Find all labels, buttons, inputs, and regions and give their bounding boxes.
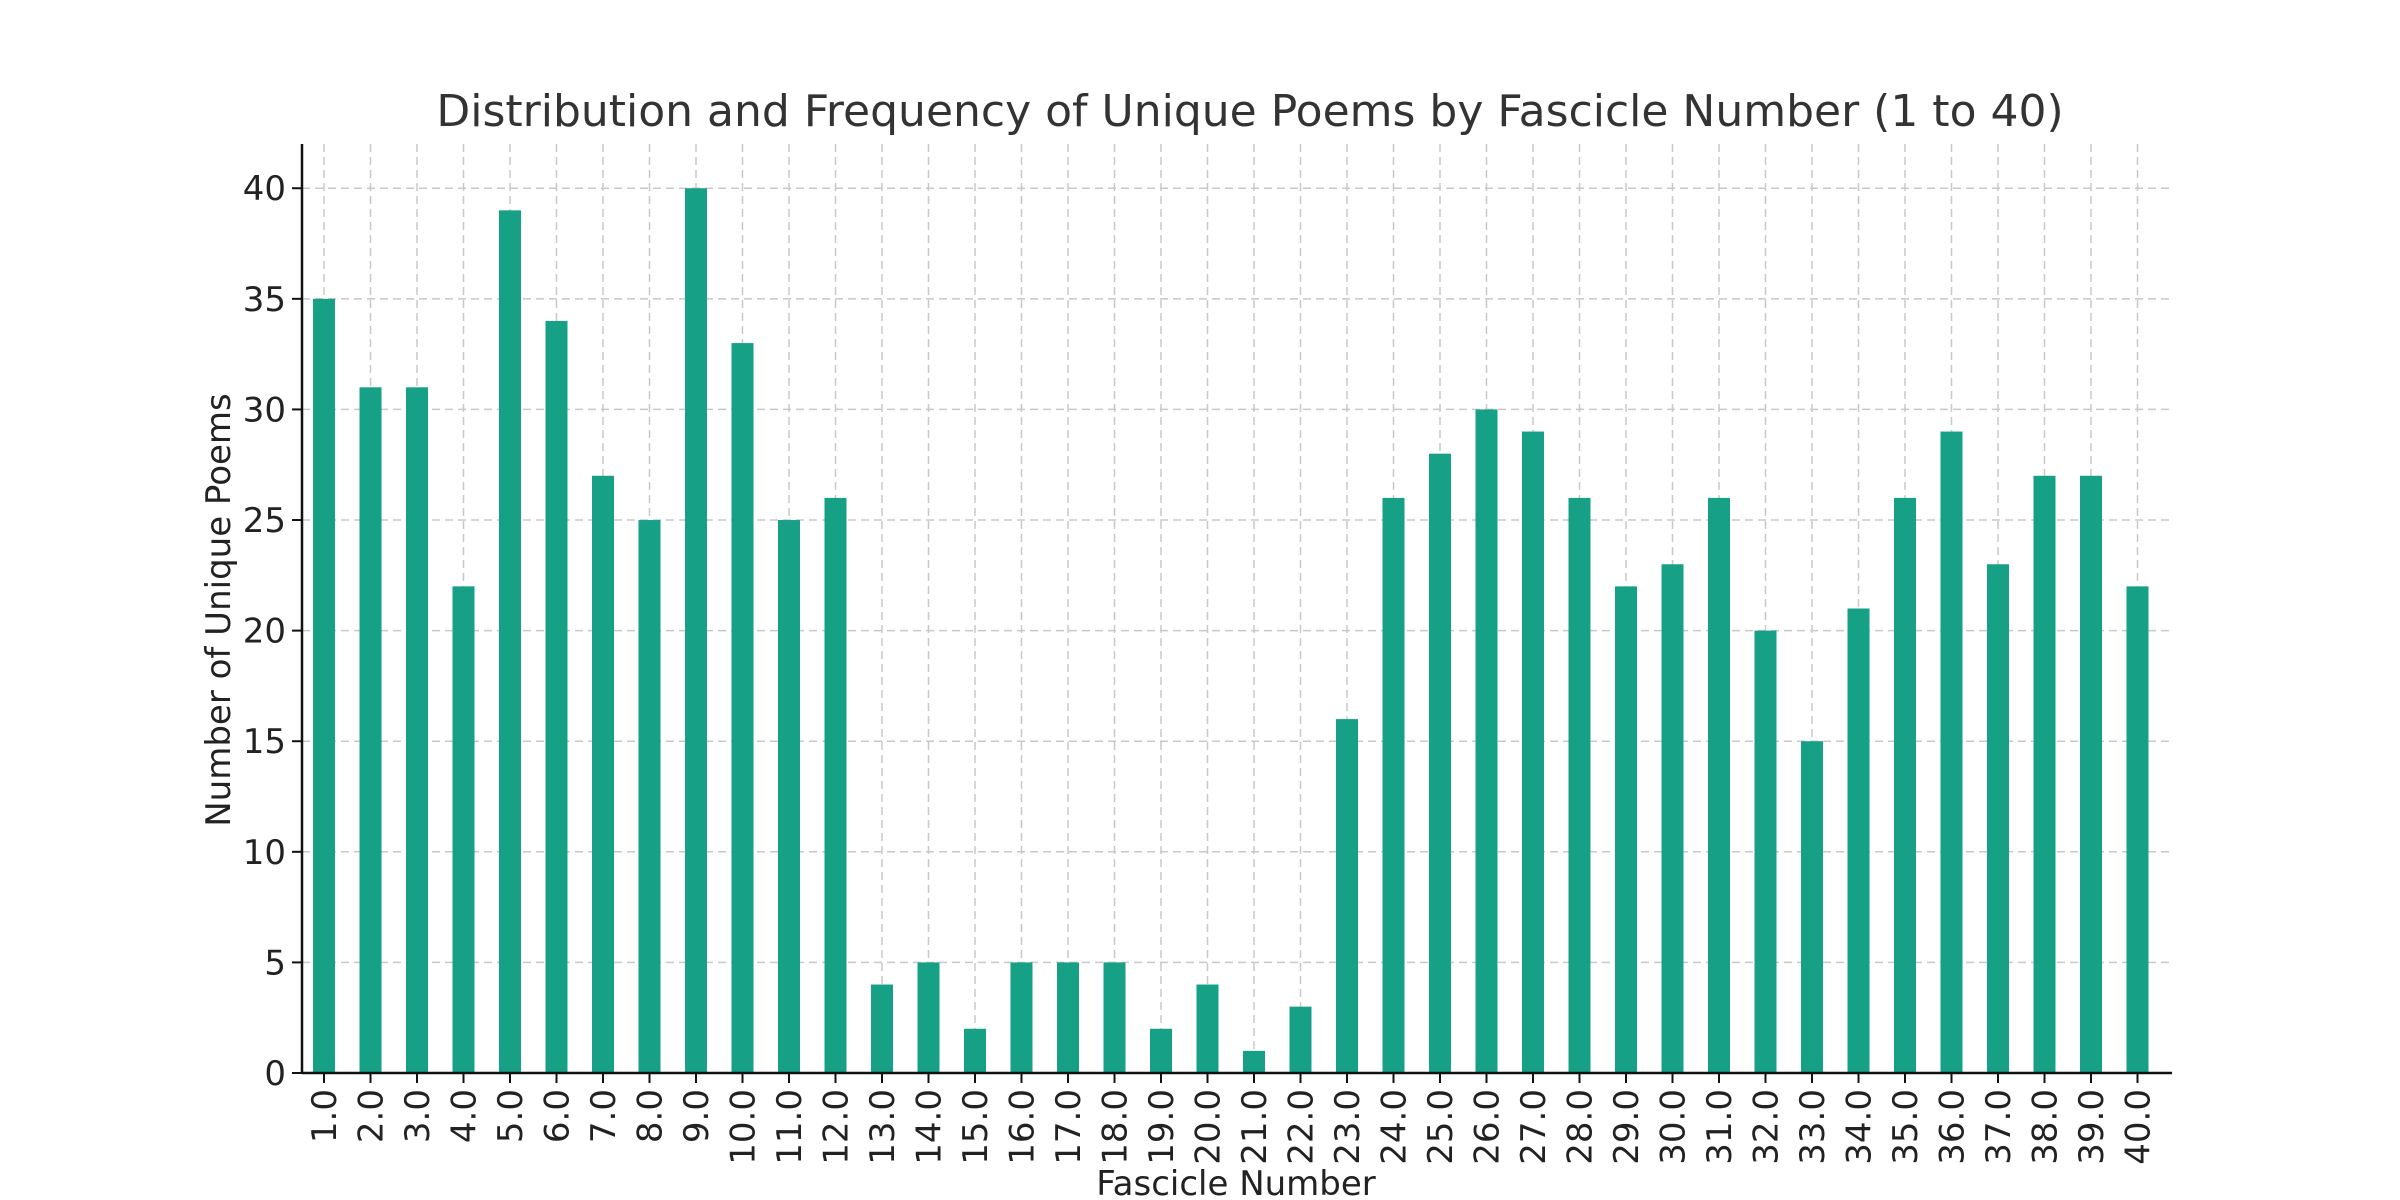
bar-fascicle-20.0 [1196, 984, 1219, 1073]
bar-fascicle-27.0 [1522, 431, 1544, 1073]
x-tick-label: 39.0 [2072, 1089, 2112, 1165]
x-tick-label: 37.0 [1979, 1089, 2019, 1165]
x-tick-label: 29.0 [1607, 1089, 1647, 1165]
x-tick-label: 40.0 [2119, 1089, 2159, 1165]
x-tick-label: 2.0 [352, 1089, 392, 1143]
bar-fascicle-14.0 [917, 962, 940, 1073]
bar-fascicle-13.0 [871, 984, 893, 1073]
x-tick-label: 3.0 [398, 1089, 438, 1143]
bar-fascicle-12.0 [824, 497, 847, 1073]
axes-layer [300, 144, 2172, 1075]
x-tick-label: 19.0 [1142, 1089, 1182, 1165]
x-tick-label: 27.0 [1514, 1089, 1554, 1165]
x-tick-label: 4.0 [445, 1089, 485, 1143]
x-tick-label: 12.0 [817, 1089, 857, 1165]
bar-fascicle-3.0 [406, 387, 428, 1073]
bar-fascicle-2.0 [359, 387, 382, 1073]
bar-fascicle-31.0 [1708, 497, 1730, 1073]
bar-fascicle-4.0 [452, 586, 475, 1073]
y-tick-label: 15 [243, 722, 286, 762]
bar-fascicle-25.0 [1429, 453, 1451, 1074]
x-tick-label: 9.0 [677, 1089, 717, 1143]
bar-fascicle-34.0 [1847, 608, 1870, 1073]
bar-fascicle-24.0 [1382, 497, 1405, 1073]
x-tick-label: 31.0 [1700, 1089, 1740, 1165]
bar-fascicle-40.0 [2126, 586, 2149, 1073]
x-tick-label: 5.0 [491, 1089, 531, 1143]
y-axis-title: Number of Unique Poems [199, 393, 239, 827]
x-tick-label: 11.0 [770, 1089, 810, 1165]
x-tick-label: 34.0 [1840, 1089, 1880, 1165]
y-tick-label: 35 [243, 280, 286, 320]
y-tick-label: 20 [243, 612, 286, 652]
x-tick-label: 7.0 [584, 1089, 624, 1143]
x-tick-label: 21.0 [1235, 1089, 1275, 1165]
x-tick-label: 24.0 [1375, 1089, 1415, 1165]
bar-fascicle-1.0 [313, 298, 335, 1073]
bar-fascicle-38.0 [2033, 475, 2056, 1073]
x-tick-label: 20.0 [1189, 1089, 1229, 1165]
y-tick-label: 30 [243, 390, 286, 430]
bar-fascicle-8.0 [638, 520, 661, 1073]
bar-fascicle-29.0 [1615, 586, 1637, 1073]
x-tick-label: 28.0 [1561, 1089, 1601, 1165]
bar-fascicle-32.0 [1754, 630, 1777, 1073]
bar-fascicle-5.0 [499, 210, 521, 1073]
x-tick-label: 13.0 [863, 1089, 903, 1165]
bar-fascicle-17.0 [1057, 962, 1079, 1073]
bar-fascicle-23.0 [1336, 719, 1358, 1073]
x-tick-label: 10.0 [724, 1089, 764, 1165]
x-tick-label: 17.0 [1049, 1089, 1089, 1165]
bar-fascicle-19.0 [1150, 1028, 1172, 1073]
x-tick-label: 23.0 [1328, 1089, 1368, 1165]
x-tick-label: 25.0 [1421, 1089, 1461, 1165]
bar-fascicle-7.0 [592, 475, 614, 1073]
x-tick-label: 15.0 [956, 1089, 996, 1165]
bar-fascicle-37.0 [1987, 564, 2009, 1073]
bar-fascicle-9.0 [685, 188, 707, 1073]
x-tick-label: 14.0 [910, 1089, 950, 1165]
bar-fascicle-10.0 [731, 343, 754, 1074]
bar-fascicle-28.0 [1568, 497, 1591, 1073]
x-tick-label: 26.0 [1468, 1089, 1508, 1165]
x-tick-label: 36.0 [1933, 1089, 1973, 1165]
bar-fascicle-6.0 [545, 320, 568, 1073]
x-tick-label: 38.0 [2026, 1089, 2066, 1165]
x-tick-label: 8.0 [631, 1089, 671, 1143]
x-tick-label: 18.0 [1096, 1089, 1136, 1165]
bar-fascicle-21.0 [1243, 1050, 1265, 1073]
bar-fascicle-11.0 [778, 520, 800, 1073]
y-tick-label: 5 [264, 943, 286, 983]
bar-fascicle-15.0 [964, 1028, 986, 1073]
bar-fascicle-26.0 [1475, 409, 1498, 1073]
x-tick-label: 1.0 [305, 1089, 345, 1143]
ticks-layer: 0 5 10 15 20 25 30 35 40 1.0 2.0 3.0 4.0 5.0 6.0 7.0 8.0… [243, 169, 2159, 1164]
bar-fascicle-33.0 [1801, 741, 1823, 1073]
chart-title: Distribution and Frequency of Unique Poe… [436, 86, 2063, 137]
x-tick-label: 33.0 [1793, 1089, 1833, 1165]
y-tick-label: 0 [264, 1054, 286, 1094]
bar-fascicle-36.0 [1940, 431, 1963, 1073]
y-tick-label: 40 [243, 169, 286, 209]
x-tick-label: 30.0 [1654, 1089, 1694, 1165]
bar-fascicle-39.0 [2080, 475, 2102, 1073]
x-tick-label: 6.0 [538, 1089, 578, 1143]
x-axis-title: Fascicle Number [1096, 1164, 1376, 1200]
grid-layer [302, 144, 2172, 1074]
bar-fascicle-22.0 [1289, 1006, 1312, 1073]
bars-layer [313, 188, 2149, 1074]
bar-fascicle-18.0 [1103, 962, 1126, 1073]
x-tick-label: 16.0 [1003, 1089, 1043, 1165]
x-tick-label: 32.0 [1747, 1089, 1787, 1165]
y-tick-label: 25 [243, 501, 286, 541]
x-tick-label: 35.0 [1886, 1089, 1926, 1165]
bar-fascicle-16.0 [1010, 962, 1033, 1073]
x-tick-label: 22.0 [1282, 1089, 1322, 1165]
y-tick-label: 10 [243, 833, 286, 873]
bar-fascicle-30.0 [1661, 564, 1684, 1073]
bar-fascicle-35.0 [1894, 497, 1916, 1073]
